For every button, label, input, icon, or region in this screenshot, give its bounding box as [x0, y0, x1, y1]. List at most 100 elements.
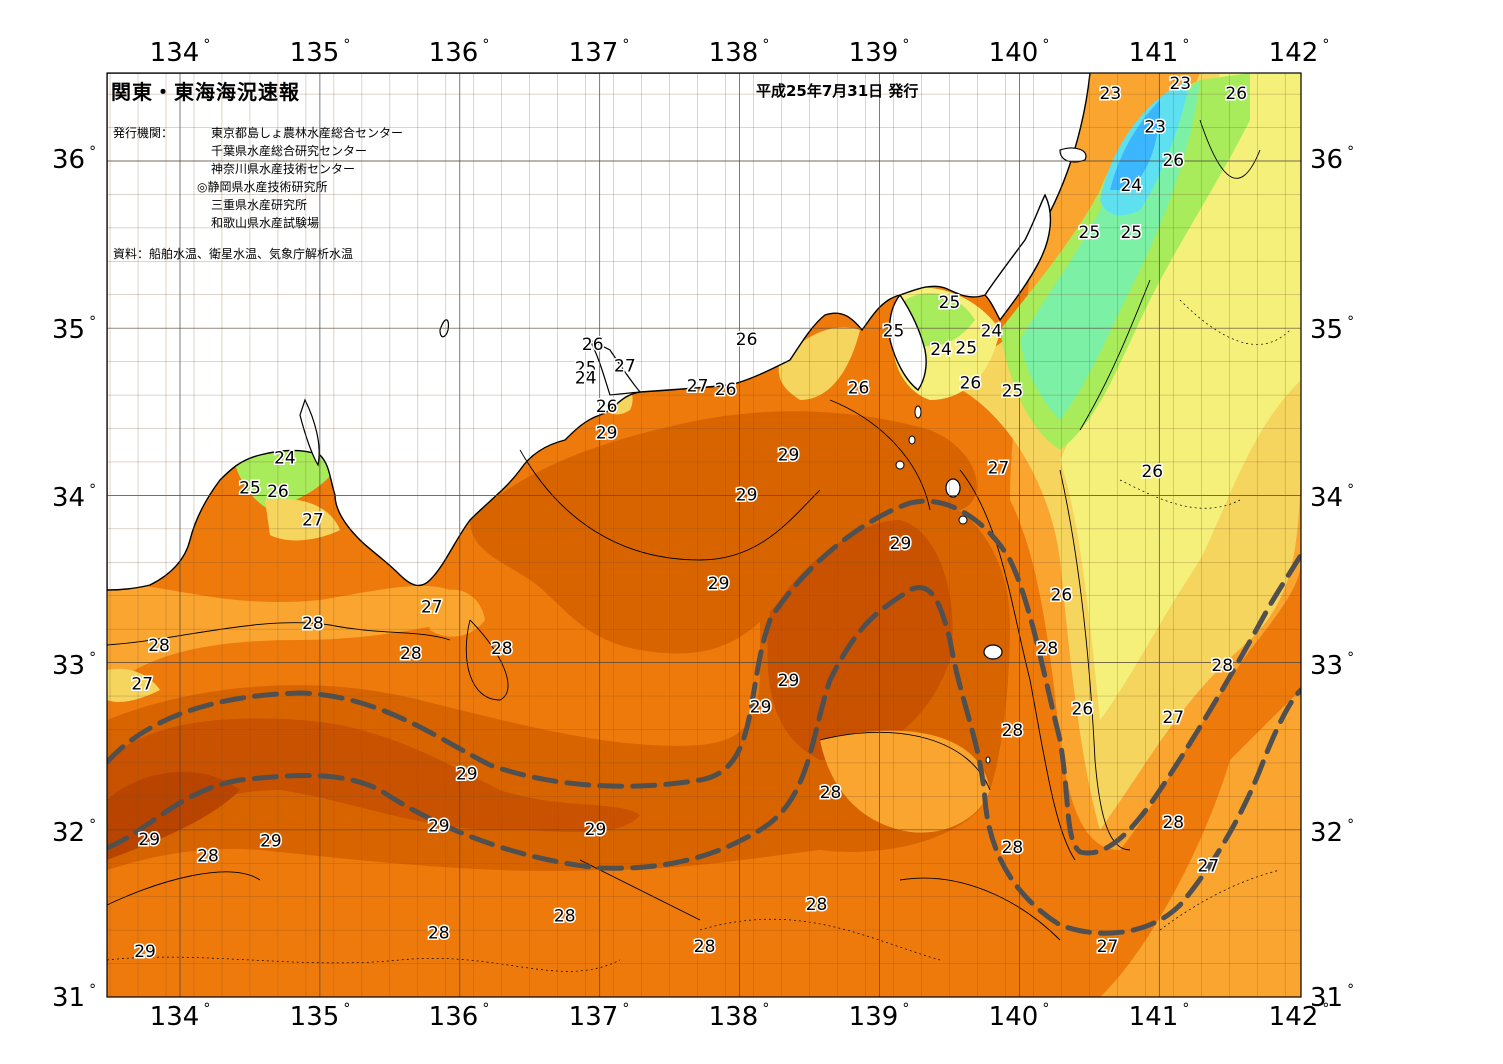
isotherm-label: 28 — [197, 847, 219, 867]
lon-tick-top: 139 ° — [848, 37, 910, 68]
island-oshima — [945, 478, 961, 498]
lat-tick-left: 35 ° — [52, 314, 97, 345]
isotherm-label: 25 — [1120, 223, 1142, 243]
agency-item: 和歌山県水産試験場 — [211, 216, 320, 230]
sst-zone-kii-channel-warm — [265, 498, 340, 541]
sst-zone-27-patch — [820, 730, 990, 833]
isotherm-label: 28 — [428, 923, 450, 943]
sst-zone-kumano — [425, 589, 485, 637]
lat-tick-right: 34 ° — [1310, 482, 1355, 513]
isotherm-label: 29 — [890, 534, 912, 554]
isotherm-label: 29 — [778, 671, 800, 691]
sst-zone-kii-channel — [230, 443, 340, 510]
isotherm-label: 27 — [1162, 708, 1184, 728]
isotherm-label: 26 — [960, 373, 982, 393]
map-frame — [106, 72, 1302, 998]
isotherm-label: 29 — [138, 830, 160, 850]
isotherm-label: 29 — [596, 424, 618, 444]
lat-tick-left: 32 ° — [52, 817, 97, 848]
lon-tick-bottom: 142 ° — [1268, 1001, 1330, 1032]
lon-tick-bottom: 138 ° — [708, 1001, 770, 1032]
isotherm-label: 26 — [1162, 151, 1184, 171]
isotherm-label: 25 — [939, 293, 961, 313]
isotherm-label: 26 — [1072, 699, 1094, 719]
isotherm-label: 24 — [274, 449, 296, 469]
isotherm-label: 28 — [1162, 813, 1184, 833]
agency-item: 東京都島しょ農林水産総合センター — [211, 126, 404, 140]
data-source: 資料：船舶水温、衛星水温、気象庁解析水温 — [113, 247, 354, 261]
isotherm-label: 26 — [596, 397, 618, 417]
isotherm-label: 28 — [302, 614, 324, 634]
isotherm-label: 29 — [778, 445, 800, 465]
isotherm-label: 26 — [1225, 84, 1247, 104]
lon-tick-top: 137 ° — [568, 37, 630, 68]
isotherm-label: 28 — [694, 937, 716, 957]
isotherm-label: 25 — [239, 479, 261, 499]
isotherm-label: 25 — [955, 338, 977, 358]
isotherm-label: 27 — [614, 357, 636, 377]
isotherm-label: 28 — [1002, 721, 1024, 741]
sst-zone-shikoku-coast — [107, 584, 460, 690]
agency-list: 発行機関： 東京都島しょ農林水産総合センター 千葉県水産総合研究センター 神奈川県… — [113, 124, 403, 232]
isotherm-label: 25 — [575, 358, 597, 378]
isotherm-label: 24 — [575, 368, 597, 388]
kuroshio-southern-edge — [107, 585, 1301, 936]
isotherm-label: 28 — [491, 639, 513, 659]
agency-item: 神奈川県水産技術センター — [211, 162, 356, 176]
isotherm-label: 23 — [1144, 118, 1166, 138]
isotherm-label: 28 — [148, 636, 170, 656]
kuroshio-northern-edge — [107, 498, 1301, 856]
agency-item: 千葉県水産総合研究センター — [211, 144, 368, 158]
isotherm-label: 27 — [988, 459, 1010, 479]
isotherm-label: 26 — [736, 330, 758, 350]
land-awaji — [299, 398, 320, 467]
lon-tick-bottom: 135 ° — [289, 1001, 351, 1032]
sst-zone-29-north — [470, 411, 977, 654]
isotherm-label: 25 — [1079, 223, 1101, 243]
lat-tick-left: 31 ° — [52, 982, 97, 1013]
lon-tick-bottom: 136 ° — [428, 1001, 490, 1032]
isotherm-label: 27 — [131, 674, 153, 694]
isotherm-label: 28 — [820, 783, 842, 803]
isotherm-label: 24 — [930, 340, 952, 360]
isotherm-label: 29 — [708, 574, 730, 594]
sst-zone-21-kanto — [1110, 100, 1160, 190]
isotherm-label: 29 — [585, 820, 607, 840]
isotherm-label: 28 — [1211, 656, 1233, 676]
lon-tick-top: 136 ° — [428, 37, 490, 68]
sst-zone-31-west — [107, 718, 640, 850]
land-izu — [888, 293, 927, 392]
isotherm-label: 29 — [134, 942, 156, 962]
isotherm-label: 28 — [1002, 838, 1024, 858]
isotherm-label: 26 — [715, 380, 737, 400]
sst-zone-31-center — [767, 520, 953, 760]
isotherm-label: 29 — [456, 765, 478, 785]
isotherm-label: 27 — [687, 377, 709, 397]
lon-tick-top: 138 ° — [708, 37, 770, 68]
lon-tick-top: 140 ° — [988, 37, 1050, 68]
isotherm-label: 27 — [1097, 937, 1119, 957]
isotherm-label: 24 — [1120, 176, 1142, 196]
lon-tick-bottom: 140 ° — [988, 1001, 1050, 1032]
island-niijima — [914, 405, 922, 419]
kuroshio-axis — [107, 498, 1301, 936]
lake-kasumigaura — [1059, 147, 1087, 163]
lat-tick-right: 33 ° — [1310, 650, 1355, 681]
lon-tick-bottom: 134 ° — [149, 1001, 211, 1032]
lon-tick-top: 135 ° — [289, 37, 351, 68]
isotherm-label: 26 — [582, 335, 604, 355]
isotherm-label: 24 — [981, 322, 1003, 342]
isotherm-label: 29 — [260, 832, 282, 852]
isotherm-label: 26 — [1051, 586, 1073, 606]
isotherm-label: 25 — [1002, 382, 1024, 402]
isotherm-label: 27 — [1197, 857, 1219, 877]
isotherm-label: 27 — [302, 510, 324, 530]
lat-tick-right: 31 ° — [1310, 982, 1355, 1013]
isotherm-label: 28 — [554, 907, 576, 927]
isotherm-label: 28 — [400, 644, 422, 664]
sst-zone-27-southeast — [1100, 690, 1301, 997]
lat-tick-left: 34 ° — [52, 482, 97, 513]
